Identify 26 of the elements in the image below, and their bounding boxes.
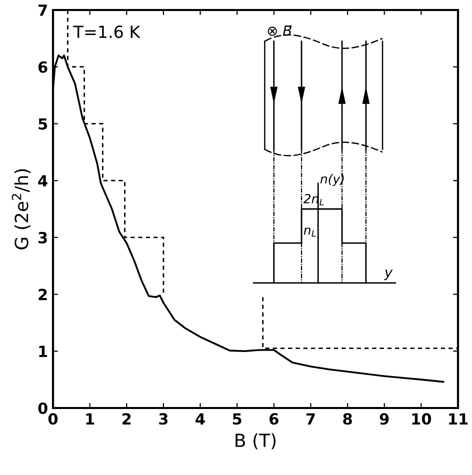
y-tick-label: 6 <box>38 61 48 73</box>
x-tick-label: 6 <box>270 413 278 425</box>
y-tick-label: 4 <box>38 175 48 186</box>
y-axis-title: G (2e$^{2}$/h) <box>12 169 30 250</box>
x-tick-label: 9 <box>380 413 389 425</box>
x-axis-title: B (T) <box>236 433 276 450</box>
annotation: n(y) <box>320 174 344 186</box>
x-tick-label: 10 <box>412 413 432 425</box>
x-tick-label: 5 <box>232 413 242 425</box>
x-tick-label: 11 <box>449 413 468 424</box>
x-tick-label: 0 <box>48 413 58 425</box>
y-tick-label: 1 <box>39 346 48 357</box>
y-tick-label: 3 <box>38 232 47 244</box>
y-tick-label: 7 <box>38 4 47 16</box>
y-tick-label: 5 <box>38 118 48 130</box>
annotation: y <box>384 270 393 280</box>
x-tick-label: 4 <box>196 413 205 424</box>
x-tick-label: 3 <box>159 413 168 425</box>
annotation: T=1.6 K <box>73 25 140 38</box>
y-tick-label: 2 <box>38 288 47 300</box>
x-tick-label: 2 <box>122 413 131 424</box>
y-tick-label: 0 <box>38 402 48 414</box>
x-tick-label: 7 <box>306 413 315 424</box>
annotation: n$_{L}$ <box>304 228 316 237</box>
x-tick-label: 1 <box>86 413 94 424</box>
x-tick-label: 8 <box>343 413 352 425</box>
